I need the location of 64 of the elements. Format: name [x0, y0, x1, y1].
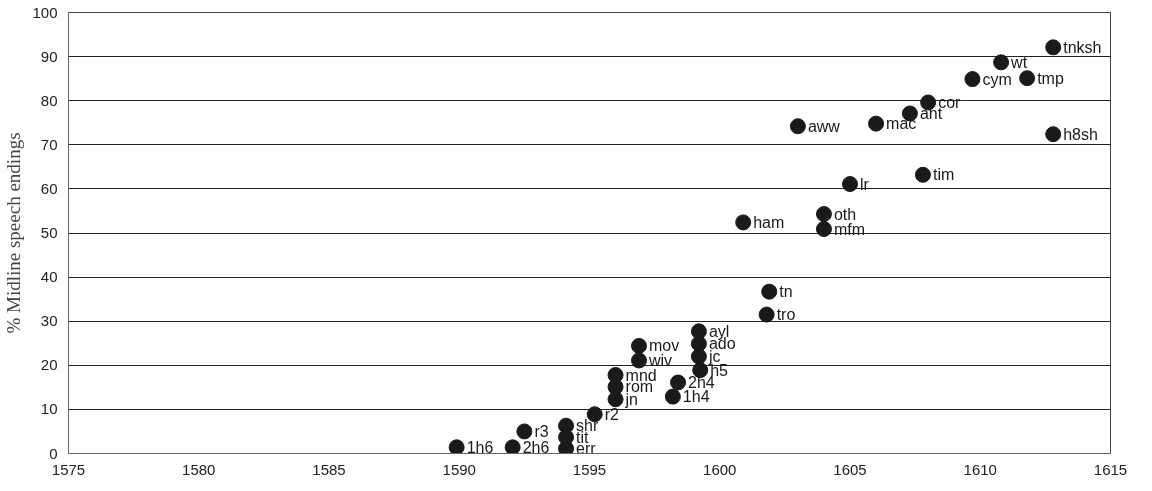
point — [815, 206, 832, 223]
annotation: tnksh — [1063, 38, 1102, 56]
annotation: tn — [779, 283, 793, 301]
y-tick-label: 90 — [40, 47, 58, 65]
point — [1045, 126, 1062, 143]
annotation: r3 — [534, 422, 549, 440]
point — [504, 439, 521, 454]
annotation: cym — [982, 70, 1012, 88]
y-tick-label: 100 — [32, 3, 58, 21]
point — [914, 166, 931, 183]
y-axis-title: % Midline speech endings — [3, 132, 25, 334]
annotation: 2h6 — [522, 438, 550, 456]
annotation: h8sh — [1063, 125, 1098, 143]
point — [690, 348, 707, 365]
y-tick-label: 20 — [40, 356, 58, 374]
y-tick-label: 80 — [40, 91, 58, 109]
point — [815, 221, 832, 238]
x-tick-label: 1605 — [833, 460, 867, 478]
y-tick-label: 30 — [40, 312, 58, 330]
point — [758, 306, 775, 323]
annotation: tmp — [1037, 69, 1064, 87]
point — [993, 54, 1010, 71]
annotation: wt — [1010, 53, 1028, 71]
y-tick-label: 70 — [40, 135, 58, 153]
point — [1045, 39, 1062, 56]
annotation: ham — [753, 213, 785, 231]
point — [670, 374, 687, 391]
x-tick-label: 1600 — [703, 460, 737, 478]
point — [630, 337, 647, 354]
annotation: oth — [833, 205, 857, 223]
point — [789, 118, 806, 135]
annotation: 1h6 — [466, 438, 494, 456]
annotation: aww — [807, 117, 841, 135]
annotation: mac — [886, 115, 917, 133]
point — [761, 283, 778, 300]
y-tick-label: 0 — [49, 444, 58, 462]
point — [630, 352, 647, 369]
point — [664, 388, 681, 405]
point — [1019, 70, 1036, 87]
x-tick-label: 1610 — [963, 460, 997, 478]
y-tick-label: 50 — [40, 224, 58, 241]
point — [964, 71, 981, 88]
x-tick-label: 1580 — [182, 460, 216, 478]
point — [516, 423, 533, 440]
point — [735, 214, 752, 231]
point — [448, 439, 465, 454]
x-tick-label: 1575 — [51, 460, 86, 478]
point — [842, 176, 858, 193]
point — [868, 115, 885, 132]
point — [558, 417, 575, 434]
x-tick-label: 1595 — [572, 460, 607, 478]
y-tick-label: 40 — [40, 268, 58, 286]
annotation: 1h4 — [682, 388, 710, 406]
annotation: r2 — [604, 405, 620, 423]
x-tick-label: 1615 — [1093, 460, 1128, 478]
annotation: tim — [932, 166, 955, 184]
x-tick-label: 1585 — [312, 460, 346, 478]
x-tick-label: 1590 — [442, 460, 476, 478]
point — [690, 323, 707, 340]
y-tick-label: 60 — [40, 179, 58, 197]
y-tick-label: 10 — [40, 400, 58, 418]
annotation: 2h4 — [688, 374, 715, 391]
annotation: tro — [776, 306, 796, 324]
point — [607, 367, 624, 383]
